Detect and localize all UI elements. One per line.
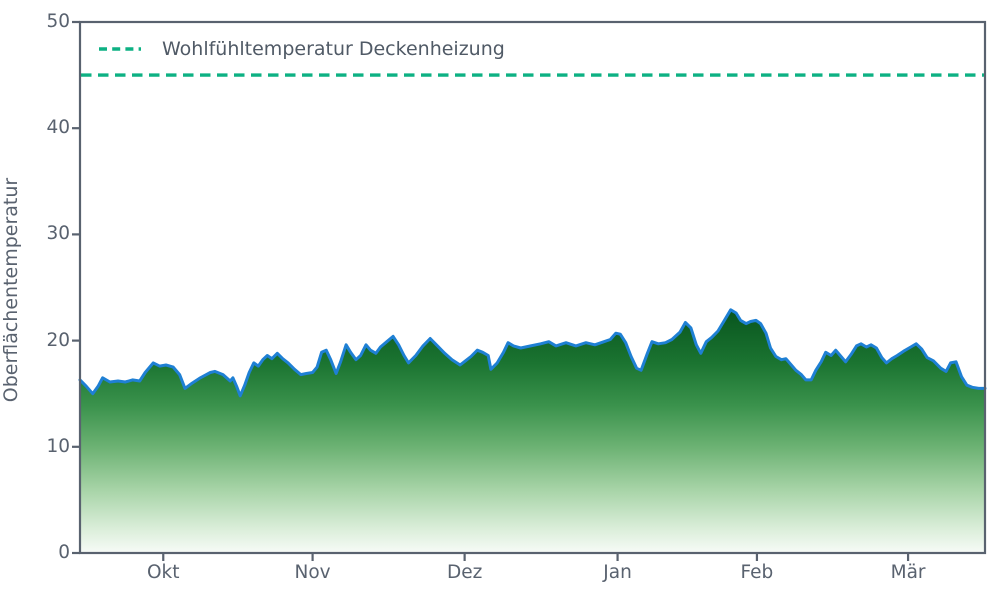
x-tick-label: Feb bbox=[740, 562, 774, 583]
x-tick-label: Jan bbox=[603, 562, 632, 583]
y-tick-label: 40 bbox=[46, 117, 70, 139]
temperature-area bbox=[80, 309, 985, 553]
y-axis-title: Oberflächentemperatur bbox=[0, 177, 22, 403]
legend-label: Wohlfühltemperatur Deckenheizung bbox=[162, 38, 505, 60]
x-tick-label: Mär bbox=[890, 562, 926, 583]
plot-border bbox=[78, 20, 987, 555]
legend: Wohlfühltemperatur Deckenheizung bbox=[97, 38, 505, 60]
x-tick-label: Okt bbox=[146, 562, 180, 583]
y-tick-label: 20 bbox=[46, 329, 70, 351]
y-tick-label: 50 bbox=[46, 11, 70, 32]
y-tick-label: 10 bbox=[46, 435, 70, 457]
y-tick-label: 0 bbox=[58, 542, 70, 563]
legend-dash-icon bbox=[99, 47, 141, 51]
temperature-line bbox=[78, 308, 987, 398]
y-tick-label: 30 bbox=[46, 223, 70, 245]
x-tick-label: Dez bbox=[446, 562, 483, 583]
x-tick-label: Nov bbox=[294, 562, 331, 583]
